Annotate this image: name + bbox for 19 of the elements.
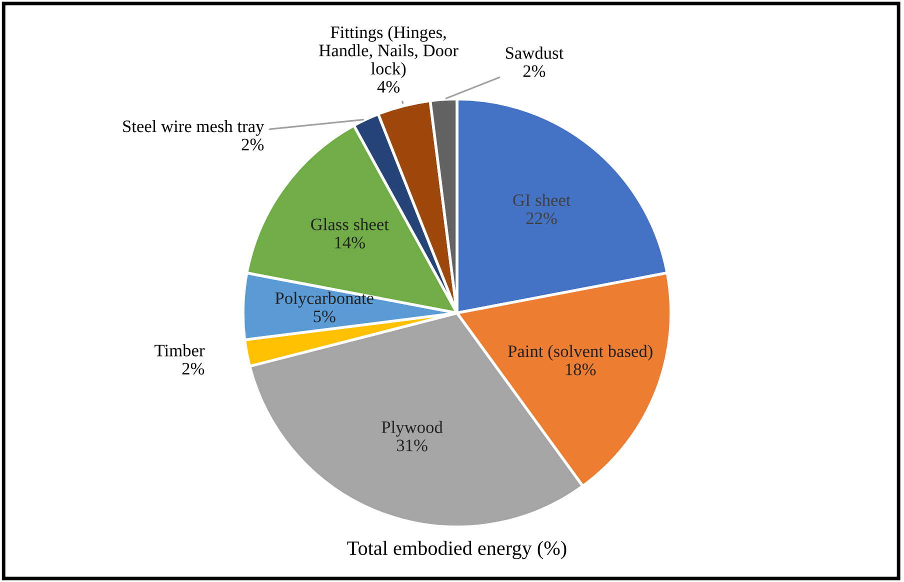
data-label: 5% [314,310,336,322]
data-label: 2% [242,138,264,150]
data-label: 22% [526,212,557,224]
slice-label: GI sheet [513,194,571,206]
slice-label: Sawdust [506,46,564,59]
slice-label: Timber [154,344,205,356]
slice-label: Paint (solvent based) [508,344,652,361]
slice-label: Polycarbonate [275,292,374,308]
data-label: 14% [335,236,365,248]
text: Total embodied energy (%) [347,540,566,560]
slice-label: Fittings (Hinges, Handle, Nails, Door lock) [319,26,458,78]
slice-label: Glass sheet [311,218,389,230]
data-label: 4% [377,80,400,93]
slice-label: Plywood [382,420,443,437]
slice-label: Steel wire mesh tray [123,120,264,136]
data-label: 18% [566,364,596,376]
data-label: 2% [523,65,546,78]
data-label: 31% [396,440,428,452]
data-label: 2% [182,362,204,375]
